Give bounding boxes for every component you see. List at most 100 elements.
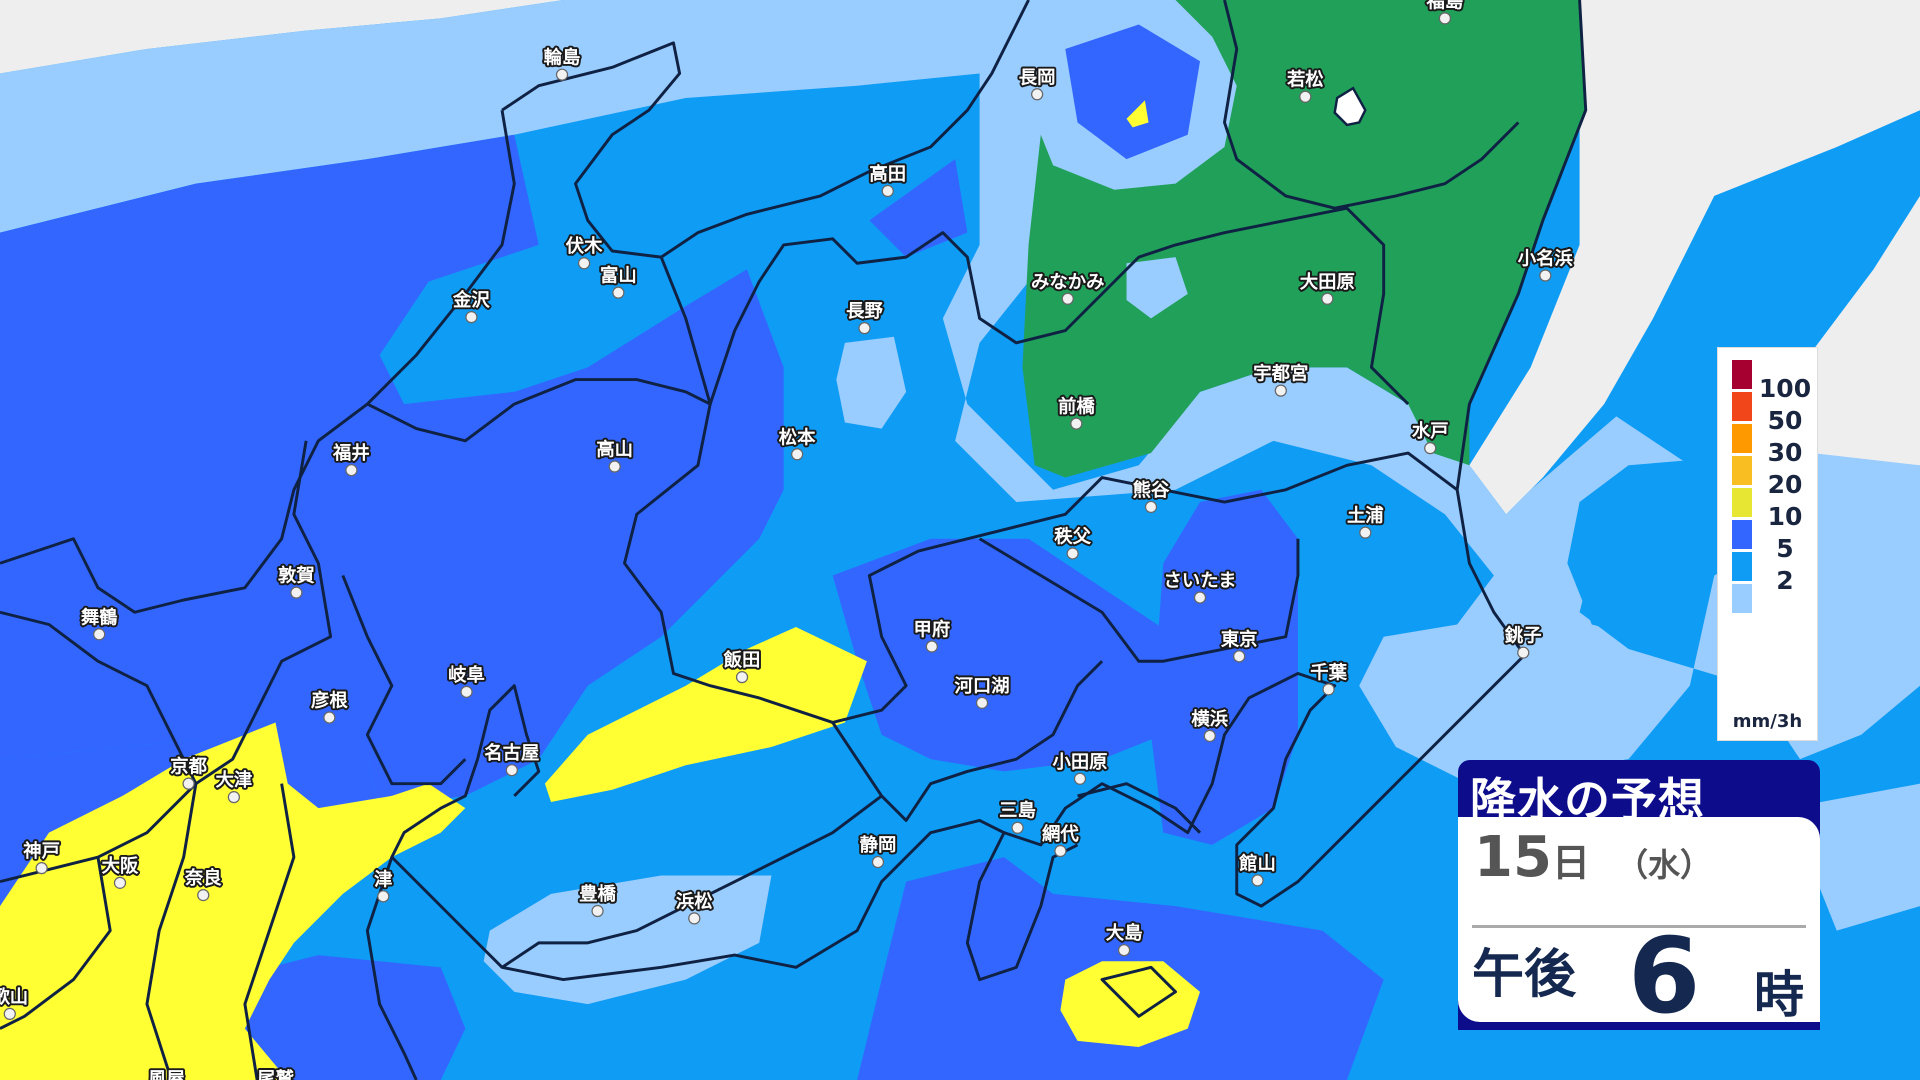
city-dot [577, 257, 591, 270]
legend-swatch [1732, 456, 1752, 485]
city-label: 千葉 [1310, 662, 1347, 683]
city-marker: 飯田 [721, 647, 762, 684]
city-dot [1117, 944, 1131, 957]
city-marker: 秩父 [1052, 524, 1094, 560]
city-label: 宇都宮 [1253, 363, 1308, 385]
city-dot [975, 696, 989, 709]
city-label: 歌山 [0, 986, 28, 1008]
city-marker: 伏木 [564, 233, 605, 270]
city-label: 津 [374, 868, 392, 890]
city-dot [182, 777, 195, 790]
city-dot [858, 322, 871, 335]
city-marker: 舞鶴 [78, 604, 120, 641]
forecast-time-card: 15日 （水） 午後 6 時 [1458, 817, 1820, 1037]
city-marker: 岐阜 [446, 662, 487, 698]
city-marker: 長野 [844, 299, 885, 335]
city-marker: 横浜 [1189, 706, 1230, 743]
city-dot [1322, 683, 1335, 696]
light-rain-area [836, 336, 907, 429]
no-rain-area [1800, 195, 1920, 515]
city-marker: 福島 [1424, 0, 1465, 25]
city-label: 高山 [596, 439, 633, 461]
city-label: 甲府 [913, 619, 950, 641]
city-marker: 尾鷲 [255, 1066, 296, 1080]
no-rain-area [1469, 0, 1920, 515]
city-label: 若松 [1286, 69, 1324, 91]
city-dot [290, 586, 303, 599]
city-label: 小田原 [1052, 752, 1107, 773]
city-marker: さいたま [1162, 569, 1238, 604]
light-rain-area [483, 875, 772, 1005]
city-marker: 神戸 [21, 838, 62, 875]
moderate-rain-area [0, 489, 368, 760]
city-dot [555, 68, 569, 81]
city-label: 静岡 [860, 834, 897, 856]
no-rain-area [0, 0, 564, 74]
heavy-rain-area [0, 722, 466, 1080]
city-marker: 大阪 [100, 853, 141, 889]
city-label: 長野 [846, 301, 883, 322]
city-marker: 松本 [777, 424, 818, 461]
city-label: 網代 [1042, 823, 1079, 845]
city-dot [735, 671, 749, 684]
forecast-date: 15日 （水） [1474, 825, 1712, 890]
city-marker: 大津 [214, 767, 254, 804]
legend-swatch [1732, 392, 1752, 421]
city-dot [1424, 442, 1437, 455]
forecast-ampm: 午後 [1472, 945, 1577, 1005]
city-dot [377, 890, 390, 903]
city-dot [505, 764, 518, 777]
legend-level-label: 10 [1767, 502, 1803, 531]
city-dot [688, 912, 701, 925]
moderate-rain-area [832, 538, 1176, 772]
city-dot [925, 640, 938, 653]
city-dot [1539, 269, 1552, 282]
city-dot [1061, 292, 1074, 305]
light-rain-area [0, 0, 1041, 233]
city-dot [1203, 729, 1216, 743]
city-dot [612, 286, 625, 299]
city-dot [1251, 874, 1264, 887]
heavy-rain-area [544, 626, 867, 803]
city-label: 岐阜 [448, 664, 485, 686]
city-marker: 東京 [1219, 626, 1260, 663]
divider [1472, 925, 1806, 928]
legend-swatch [1732, 552, 1752, 581]
city-label: 横浜 [1191, 708, 1228, 730]
city-marker: 銚子 [1503, 623, 1544, 659]
city-marker: 小名浜 [1516, 246, 1575, 282]
city-marker: 水戸 [1410, 418, 1451, 455]
city-dot [591, 904, 604, 918]
city-label: 輪島 [544, 47, 581, 69]
city-dot [465, 311, 478, 324]
city-label: 敦賀 [278, 565, 315, 587]
city-label: 高田 [869, 163, 906, 185]
light-rain-area [1787, 783, 1920, 931]
legend-swatch [1732, 520, 1752, 549]
city-dot [1438, 12, 1452, 25]
city-label: 熊谷 [1133, 479, 1170, 501]
city-label: 風屋 [148, 1069, 185, 1080]
city-marker: 津 [372, 866, 394, 903]
city-label: 京都 [170, 756, 207, 778]
city-marker: 輪島 [542, 45, 582, 81]
city-dot [881, 184, 894, 198]
legend-level-label: 20 [1767, 470, 1803, 499]
legend-swatch [1732, 488, 1752, 517]
city-label: 前橋 [1058, 396, 1095, 418]
city-marker: 浜松 [674, 888, 715, 925]
city-marker: 熊谷 [1131, 477, 1172, 514]
legend-swatch [1732, 584, 1752, 613]
legend-level-label: 2 [1776, 566, 1794, 595]
city-label: 奈良 [184, 867, 222, 889]
legend-swatch [1732, 360, 1752, 389]
forecast-hour: 6 [1628, 915, 1701, 1037]
city-dot [1517, 646, 1530, 659]
city-label: 土浦 [1347, 505, 1384, 527]
city-marker: 三島 [997, 798, 1038, 834]
moderate-rain-area [1065, 24, 1200, 160]
moderate-rain-area [1151, 489, 1298, 845]
city-label: 豊橋 [579, 883, 616, 905]
city-label: 館山 [1239, 852, 1276, 874]
